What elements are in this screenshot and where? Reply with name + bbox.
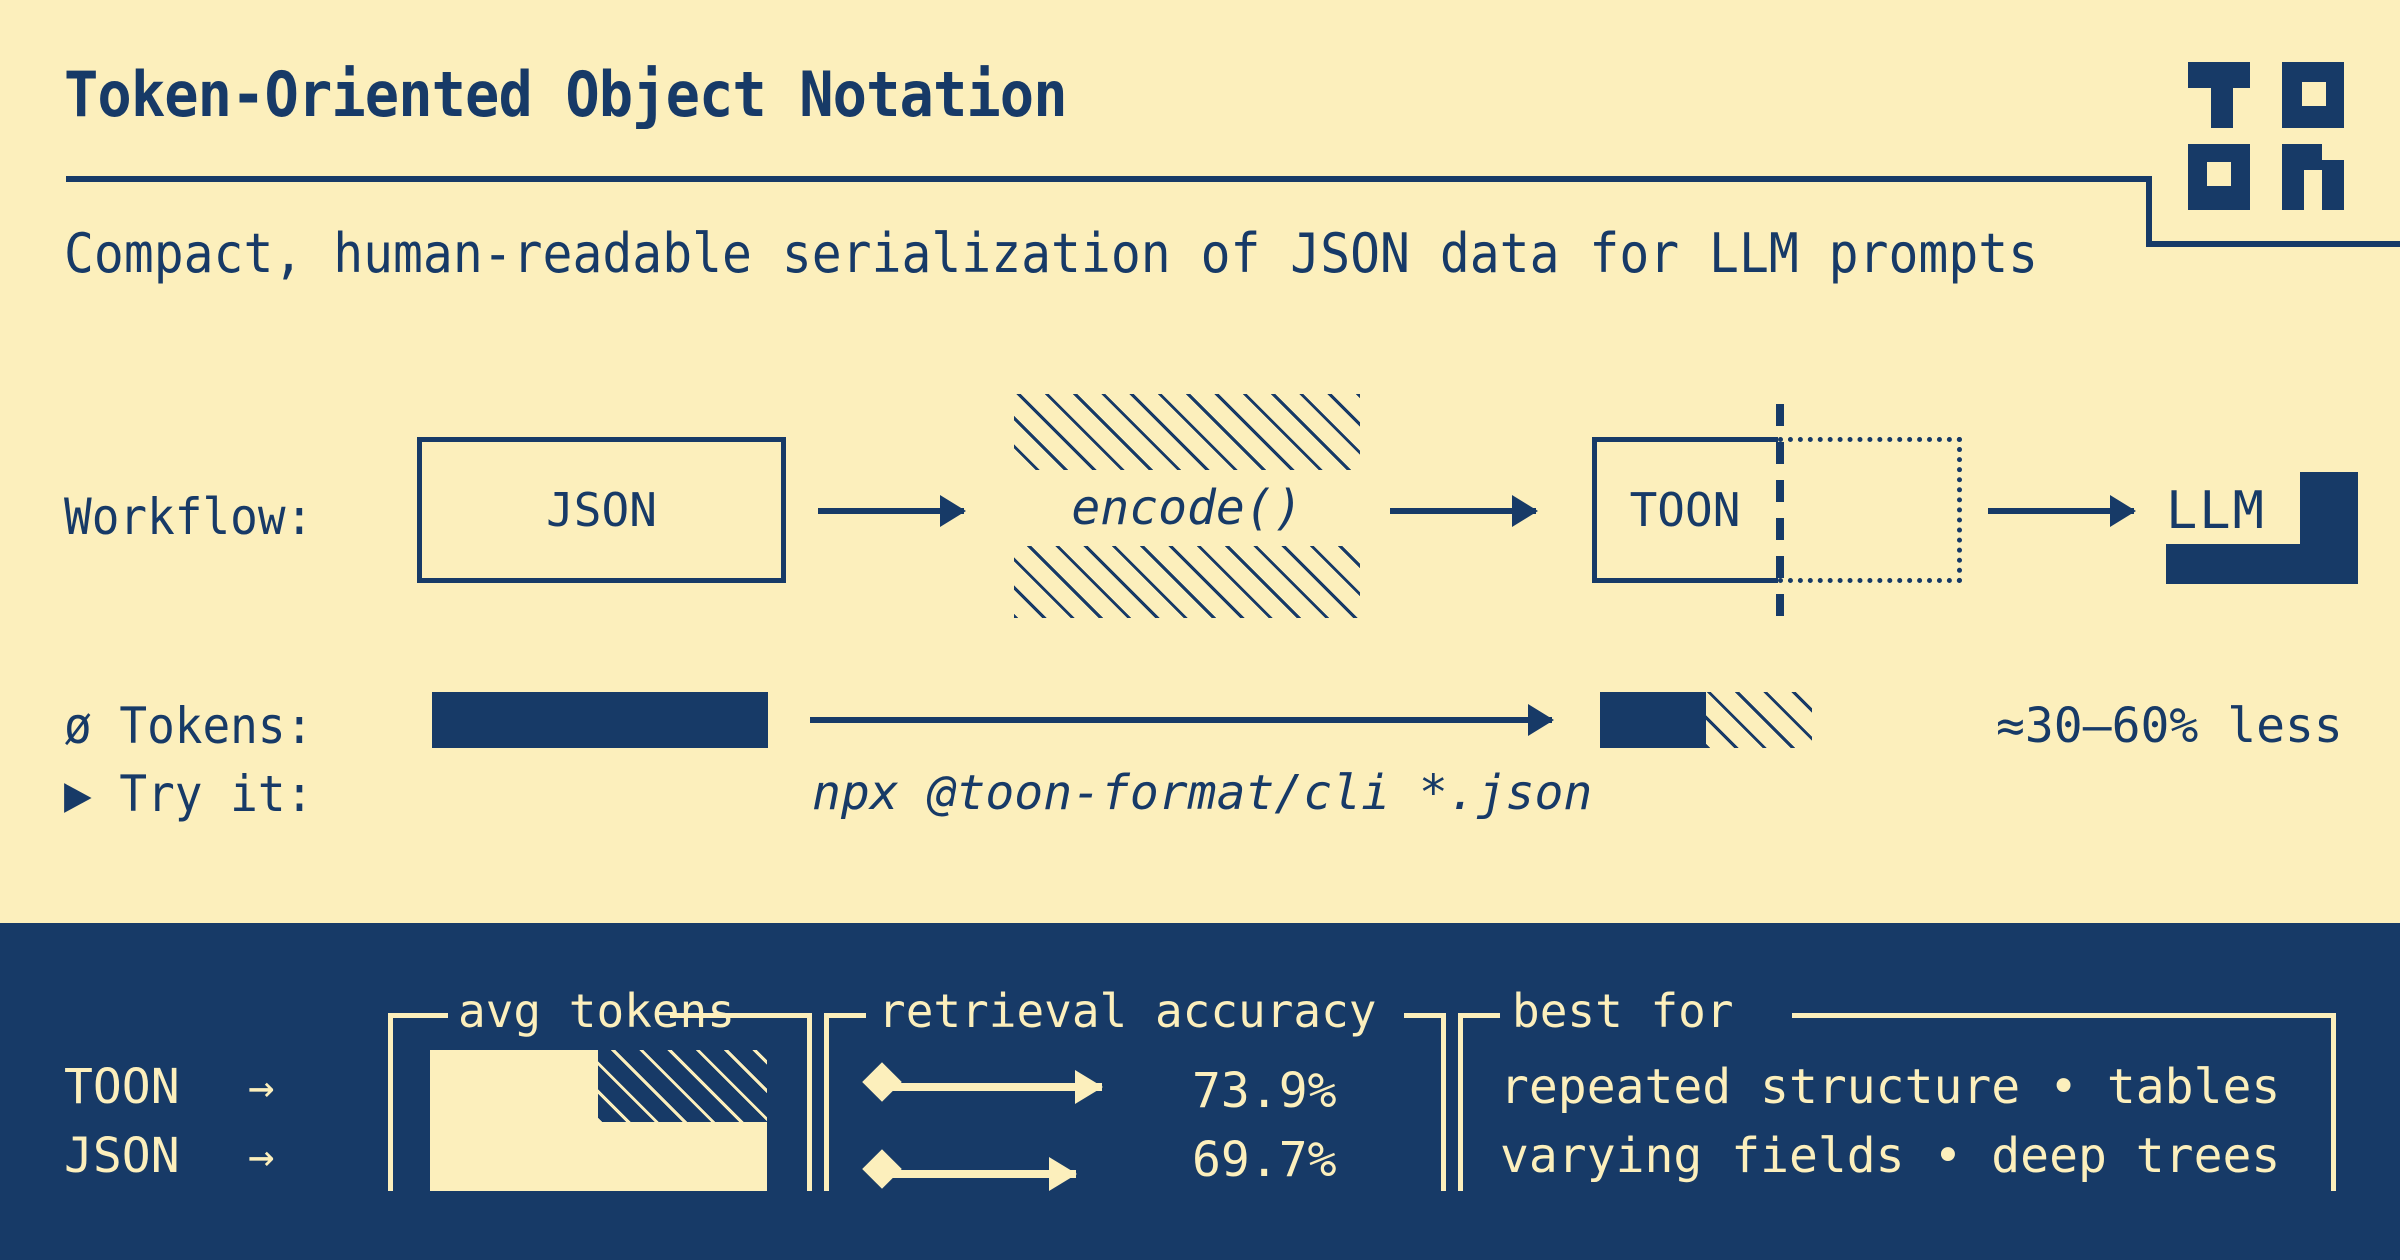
retrieval-accuracy-value-json: 69.7% bbox=[1192, 1132, 1337, 1188]
workflow-node-toon-divider bbox=[1776, 404, 1784, 616]
try-it-command[interactable]: npx @toon-format/cli *.json bbox=[812, 765, 1593, 821]
avg-tokens-bar-toon bbox=[430, 1050, 598, 1122]
avg-tokens-bracket-top-left bbox=[388, 1013, 448, 1018]
best-for-legend: best for bbox=[1512, 984, 1734, 1038]
retrieval-accuracy-legend: retrieval accuracy bbox=[878, 984, 1377, 1038]
footer-row-label-toon: TOON bbox=[64, 1059, 180, 1115]
footer-row-arrow-toon-icon: → bbox=[248, 1062, 275, 1113]
header-rule-vertical bbox=[2146, 176, 2152, 247]
avg-tokens-bracket-right bbox=[807, 1013, 812, 1191]
footer-panel bbox=[0, 923, 2400, 1260]
workflow-node-llm-label: LLM bbox=[2166, 481, 2266, 541]
avg-tokens-bracket-left bbox=[388, 1013, 393, 1191]
avg-tokens-bar-toon-saved bbox=[598, 1050, 767, 1122]
best-for-bracket-right bbox=[2331, 1013, 2336, 1191]
workflow-node-toon bbox=[1592, 437, 1778, 583]
toon-token-bar-saved bbox=[1706, 692, 1812, 748]
footer-row-label-json: JSON bbox=[64, 1128, 180, 1184]
try-it-bullet-icon: ▶ bbox=[64, 765, 92, 823]
retrieval-accuracy-bracket-top-right bbox=[1404, 1013, 1446, 1018]
workflow-node-encode-label: encode() bbox=[1071, 480, 1303, 536]
workflow-label: Workflow: bbox=[64, 488, 314, 546]
header-rule-horizontal-lower bbox=[2146, 241, 2400, 247]
tokens-label: ø Tokens: bbox=[64, 697, 314, 755]
tokens-comparison-arrow-icon bbox=[810, 704, 1554, 736]
retrieval-accuracy-bracket-top-left bbox=[824, 1013, 866, 1018]
try-it-label: ▶ Try it: bbox=[64, 765, 313, 823]
footer-row-arrow-json-icon: → bbox=[248, 1131, 275, 1182]
workflow-node-encode-mask bbox=[1014, 470, 1360, 546]
llm-corner-block-horizontal bbox=[2166, 544, 2358, 584]
avg-tokens-bracket-top-right bbox=[670, 1013, 812, 1018]
header-rule-horizontal bbox=[66, 176, 2152, 182]
workflow-node-json-label: JSON bbox=[546, 483, 657, 537]
avg-tokens-bar-json bbox=[430, 1122, 767, 1191]
retrieval-accuracy-bar-toon-icon bbox=[890, 1070, 1103, 1104]
avg-tokens-legend: avg tokens bbox=[458, 984, 735, 1038]
toon-token-bar-solid bbox=[1600, 692, 1706, 748]
workflow-arrow-1-icon bbox=[818, 495, 966, 527]
best-for-bracket-left bbox=[1458, 1013, 1463, 1191]
retrieval-accuracy-value-toon: 73.9% bbox=[1192, 1063, 1337, 1119]
retrieval-accuracy-bracket-left bbox=[824, 1013, 829, 1191]
best-for-line-2: varying fields • deep trees bbox=[1500, 1128, 2281, 1184]
toon-logo-icon bbox=[2188, 62, 2344, 210]
json-token-bar bbox=[432, 692, 768, 748]
workflow-node-toon-dotted bbox=[1778, 437, 1962, 583]
workflow-arrow-3-icon bbox=[1988, 495, 2136, 527]
retrieval-accuracy-bar-json-icon bbox=[890, 1157, 1077, 1191]
workflow-arrow-2-icon bbox=[1390, 495, 1538, 527]
best-for-bracket-top-right bbox=[1792, 1013, 2336, 1018]
workflow-node-json bbox=[417, 437, 786, 583]
best-for-bracket-top-left bbox=[1458, 1013, 1500, 1018]
try-it-text: Try it: bbox=[119, 765, 314, 823]
workflow-node-toon-label: TOON bbox=[1629, 483, 1741, 537]
page-title: Token-Oriented Object Notation bbox=[64, 58, 1068, 131]
tokens-savings-label: ≈30–60% less bbox=[1996, 698, 2343, 754]
page-subtitle: Compact, human-readable serialization of… bbox=[64, 222, 2039, 285]
best-for-line-1: repeated structure • tables bbox=[1500, 1059, 2281, 1115]
retrieval-accuracy-bracket-right bbox=[1441, 1013, 1446, 1191]
